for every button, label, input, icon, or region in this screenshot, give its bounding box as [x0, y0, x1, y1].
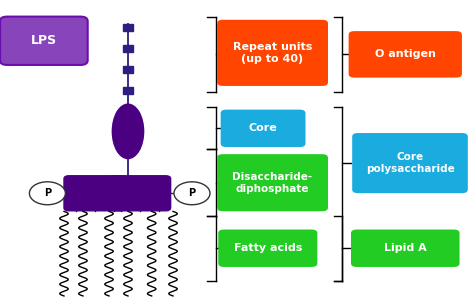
Text: O antigen: O antigen — [375, 49, 436, 59]
FancyBboxPatch shape — [348, 31, 462, 78]
Bar — [123, 87, 133, 94]
Text: Fatty acids: Fatty acids — [234, 243, 302, 253]
Text: LPS: LPS — [31, 34, 57, 47]
Text: P: P — [188, 188, 196, 198]
Text: Core: Core — [249, 123, 277, 133]
Bar — [123, 24, 133, 31]
Circle shape — [174, 182, 210, 205]
FancyBboxPatch shape — [221, 110, 306, 147]
FancyBboxPatch shape — [218, 230, 317, 267]
Text: Lipid A: Lipid A — [384, 243, 427, 253]
Text: Disaccharide-
diphosphate: Disaccharide- diphosphate — [232, 172, 313, 194]
FancyBboxPatch shape — [351, 230, 459, 267]
FancyBboxPatch shape — [217, 154, 328, 211]
Circle shape — [29, 182, 65, 205]
FancyBboxPatch shape — [0, 17, 88, 65]
FancyBboxPatch shape — [352, 133, 468, 193]
Ellipse shape — [112, 104, 144, 159]
Bar — [123, 45, 133, 52]
Bar — [123, 66, 133, 73]
Text: Repeat units
(up to 40): Repeat units (up to 40) — [233, 42, 312, 64]
FancyBboxPatch shape — [109, 176, 171, 211]
FancyBboxPatch shape — [64, 176, 126, 211]
Text: P: P — [44, 188, 51, 198]
Text: Core
polysaccharide: Core polysaccharide — [365, 152, 455, 174]
FancyBboxPatch shape — [217, 20, 328, 86]
